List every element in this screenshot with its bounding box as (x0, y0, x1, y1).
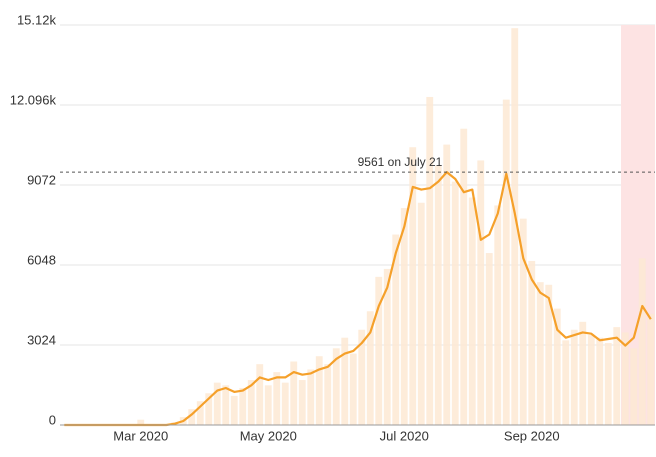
y-tick-label: 6048 (27, 252, 56, 267)
bar (137, 419, 145, 425)
bar (188, 409, 196, 425)
bar (502, 99, 510, 425)
x-tick-label: May 2020 (240, 428, 297, 443)
bar (417, 202, 425, 425)
bar (222, 385, 230, 425)
bar (281, 382, 289, 425)
bar (315, 356, 323, 425)
bar (647, 313, 655, 425)
bar (613, 327, 621, 425)
bar (494, 205, 502, 425)
bar (434, 165, 442, 426)
bar (519, 218, 527, 425)
bar (375, 276, 383, 425)
bar (443, 144, 451, 425)
bar (545, 284, 553, 425)
bar (621, 332, 629, 425)
bar (332, 348, 340, 425)
bar (196, 401, 204, 425)
bar (400, 208, 408, 425)
bar (349, 353, 357, 425)
y-tick-label: 15.12k (17, 12, 57, 27)
bar (630, 348, 638, 425)
bar (596, 337, 604, 425)
x-tick-label: Mar 2020 (113, 428, 168, 443)
bar (460, 128, 468, 425)
reference-label: 9561 on July 21 (358, 155, 443, 169)
bar (392, 234, 400, 425)
bar (264, 385, 272, 425)
bar (451, 181, 459, 425)
bar (409, 147, 417, 425)
y-tick-label: 12.096k (10, 92, 57, 107)
bar (256, 364, 264, 425)
bar (298, 380, 306, 425)
bar (579, 321, 587, 425)
bar (247, 380, 255, 425)
bar (290, 361, 298, 425)
bar (205, 393, 213, 425)
bar (511, 28, 519, 426)
bar (553, 308, 561, 425)
bar (358, 329, 366, 425)
bar (468, 197, 476, 425)
bar (239, 387, 247, 425)
bar (324, 364, 332, 425)
bar (341, 337, 349, 425)
bar (307, 369, 315, 425)
bar (562, 340, 570, 425)
y-tick-label: 0 (49, 412, 56, 427)
bar (587, 335, 595, 425)
bar (366, 311, 374, 425)
bar (477, 160, 485, 425)
bar (638, 258, 646, 425)
bar (213, 382, 221, 425)
y-tick-label: 3024 (27, 332, 56, 347)
bar (528, 260, 536, 425)
bar (604, 342, 612, 425)
x-tick-label: Jul 2020 (380, 428, 429, 443)
bar (273, 372, 281, 425)
bar (485, 253, 493, 425)
bar (536, 282, 544, 425)
y-tick-label: 9072 (27, 172, 56, 187)
x-tick-label: Sep 2020 (504, 428, 560, 443)
bar (383, 268, 391, 425)
bar (230, 395, 238, 425)
bar (426, 96, 434, 425)
bar (570, 329, 578, 425)
